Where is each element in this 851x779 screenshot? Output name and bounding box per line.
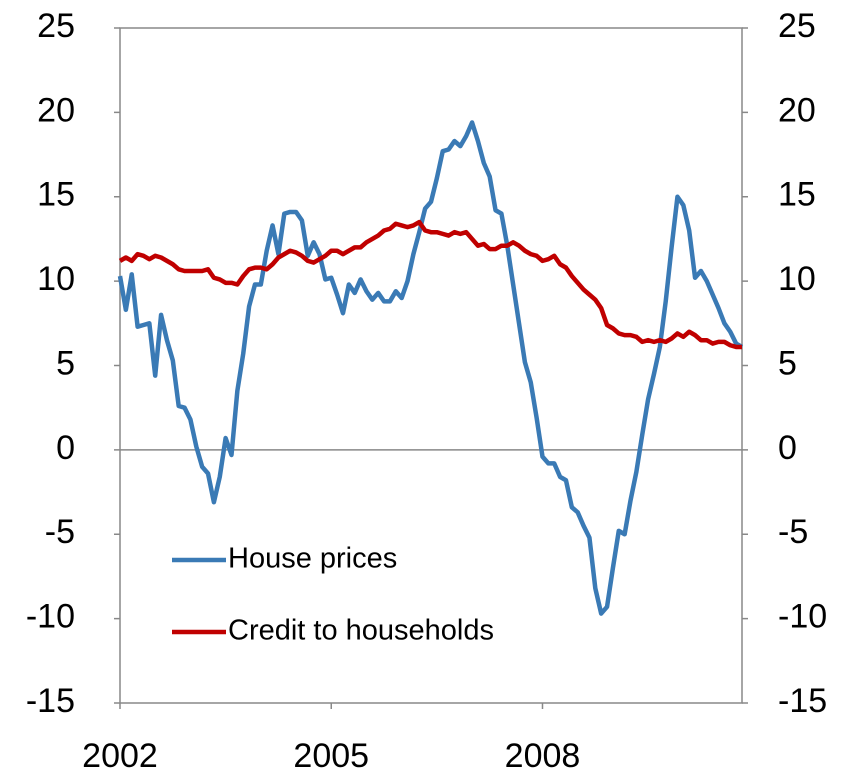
legend-label: House prices [228, 543, 397, 575]
x-tick-label: 2002 [82, 737, 158, 775]
y-tick-label: -5 [45, 513, 75, 551]
y-tick-label: 5 [56, 344, 75, 382]
x-tick-label: 2008 [505, 737, 581, 775]
y2-tick-label: 10 [778, 260, 816, 298]
y2-tick-label: -10 [778, 598, 827, 636]
y-tick-label: 0 [56, 429, 75, 467]
y2-tick-label: -5 [778, 513, 808, 551]
y2-tick-label: 0 [778, 429, 797, 467]
y2-tick-label: -15 [778, 682, 827, 720]
y-tick-label: -15 [26, 682, 75, 720]
y2-tick-label: 20 [778, 91, 816, 129]
series-line [118, 219, 742, 350]
series-line [117, 120, 744, 616]
y-tick-label: 25 [37, 7, 75, 45]
y-tick-label: 20 [37, 91, 75, 129]
plot-frame [119, 27, 743, 704]
legend-label: Credit to households [228, 615, 494, 647]
y2-tick-label: 5 [778, 344, 797, 382]
y-tick-label: 15 [37, 176, 75, 214]
x-tick-label: 2005 [293, 737, 369, 775]
y-tick-label: 10 [37, 260, 75, 298]
y2-tick-label: 15 [778, 176, 816, 214]
y2-tick-label: 25 [778, 7, 816, 45]
y-tick-label: -10 [26, 598, 75, 636]
